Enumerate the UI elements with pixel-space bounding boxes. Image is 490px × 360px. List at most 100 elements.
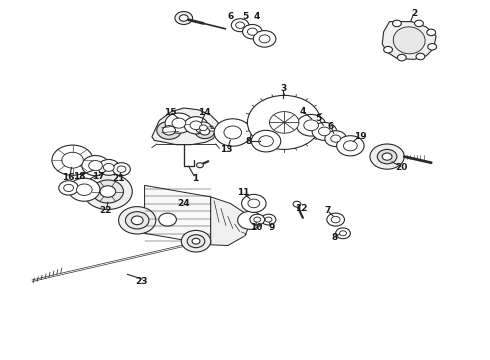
Text: 2: 2 — [411, 9, 417, 18]
Circle shape — [331, 135, 341, 142]
Circle shape — [196, 163, 203, 168]
Circle shape — [293, 201, 301, 207]
Circle shape — [190, 121, 202, 130]
Circle shape — [236, 22, 245, 28]
Circle shape — [184, 117, 208, 134]
Text: 1: 1 — [192, 174, 198, 183]
Circle shape — [325, 131, 346, 147]
Circle shape — [98, 159, 120, 175]
Circle shape — [243, 24, 262, 39]
Circle shape — [195, 124, 215, 139]
Circle shape — [242, 194, 266, 212]
Circle shape — [165, 113, 193, 133]
Text: 23: 23 — [135, 277, 147, 286]
Circle shape — [261, 214, 276, 225]
Circle shape — [343, 141, 357, 151]
Circle shape — [247, 28, 257, 35]
Circle shape — [89, 161, 102, 171]
Polygon shape — [152, 108, 218, 145]
Text: 8: 8 — [246, 137, 252, 146]
Circle shape — [83, 174, 132, 210]
Text: 24: 24 — [177, 199, 190, 208]
Circle shape — [117, 166, 126, 172]
Text: 3: 3 — [280, 84, 286, 93]
Circle shape — [113, 163, 130, 176]
Polygon shape — [145, 185, 211, 245]
Circle shape — [270, 112, 299, 133]
Circle shape — [250, 214, 265, 225]
Text: 4: 4 — [253, 12, 260, 21]
Circle shape — [377, 149, 397, 164]
Circle shape — [397, 54, 406, 61]
Circle shape — [416, 53, 425, 60]
Circle shape — [179, 15, 188, 21]
Text: 6: 6 — [228, 12, 234, 21]
Text: 12: 12 — [295, 204, 308, 212]
Circle shape — [157, 121, 181, 139]
Circle shape — [231, 19, 249, 32]
Circle shape — [92, 180, 123, 203]
Text: 21: 21 — [112, 174, 125, 183]
Circle shape — [119, 207, 156, 234]
Text: 13: 13 — [220, 145, 233, 154]
Text: 6: 6 — [328, 122, 334, 131]
Circle shape — [52, 145, 93, 175]
Circle shape — [259, 35, 270, 43]
Circle shape — [196, 122, 211, 134]
Text: 11: 11 — [237, 188, 250, 197]
Circle shape — [253, 31, 276, 47]
Circle shape — [163, 126, 175, 135]
Circle shape — [172, 118, 186, 128]
Circle shape — [296, 114, 326, 136]
Circle shape — [428, 44, 437, 50]
Circle shape — [224, 126, 242, 139]
Circle shape — [131, 216, 143, 225]
Circle shape — [125, 212, 149, 229]
Circle shape — [103, 163, 114, 171]
Text: 22: 22 — [99, 206, 112, 215]
Circle shape — [159, 213, 176, 226]
Text: 5: 5 — [316, 114, 321, 123]
Circle shape — [254, 217, 261, 222]
Circle shape — [238, 211, 262, 229]
Text: 4: 4 — [299, 107, 306, 116]
Circle shape — [265, 217, 272, 222]
Circle shape — [100, 186, 116, 197]
Circle shape — [312, 122, 337, 140]
Circle shape — [340, 231, 346, 236]
Circle shape — [181, 230, 211, 252]
Circle shape — [370, 144, 404, 169]
Circle shape — [384, 46, 392, 53]
Circle shape — [337, 136, 364, 156]
Circle shape — [304, 120, 318, 131]
Circle shape — [59, 181, 78, 195]
Circle shape — [392, 20, 401, 27]
Circle shape — [259, 136, 273, 147]
Polygon shape — [211, 197, 250, 246]
Text: 5: 5 — [242, 12, 248, 21]
Text: 20: 20 — [395, 163, 408, 172]
Text: 17: 17 — [92, 172, 104, 181]
Circle shape — [248, 199, 260, 208]
Circle shape — [62, 152, 83, 168]
Circle shape — [214, 119, 251, 146]
Circle shape — [199, 125, 207, 131]
Circle shape — [415, 20, 423, 27]
Text: 15: 15 — [164, 108, 177, 117]
Text: 19: 19 — [354, 132, 367, 141]
Circle shape — [327, 213, 344, 226]
Circle shape — [82, 156, 109, 176]
Circle shape — [64, 184, 74, 192]
Circle shape — [382, 153, 392, 160]
Text: 18: 18 — [73, 172, 86, 181]
Circle shape — [427, 29, 436, 36]
Circle shape — [175, 12, 193, 24]
Text: 14: 14 — [198, 108, 211, 117]
Circle shape — [187, 235, 205, 248]
Circle shape — [331, 216, 340, 223]
Text: 8: 8 — [331, 233, 337, 242]
Polygon shape — [382, 22, 436, 59]
Text: 16: 16 — [62, 173, 75, 182]
Circle shape — [318, 127, 330, 136]
Circle shape — [69, 178, 100, 201]
